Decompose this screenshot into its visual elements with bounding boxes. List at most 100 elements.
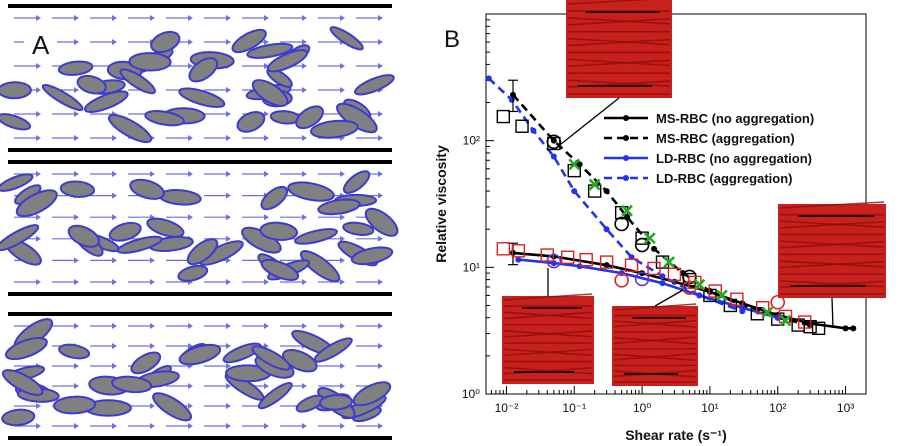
flow-arrow-head — [340, 63, 345, 69]
rbc-cells — [0, 170, 399, 283]
flow-arrow-head — [340, 279, 345, 285]
flow-arrow-head — [188, 343, 193, 349]
flow-arrow-head — [188, 214, 193, 221]
rbc-cell — [0, 173, 34, 192]
flow-arrow-head — [302, 63, 307, 69]
minor-ticks — [486, 19, 843, 394]
flow-arrow-head — [226, 192, 231, 199]
inset-texture — [567, 0, 650, 5]
flow-arrow-head — [74, 15, 79, 21]
flow-arrow-head — [112, 423, 117, 429]
inset-snapshot-2 — [502, 268, 594, 384]
square-marker — [579, 252, 593, 267]
inset-texture — [567, 79, 671, 87]
rbc-cell — [15, 189, 58, 218]
rbc-cell — [350, 246, 394, 266]
rbc-cell — [287, 181, 335, 202]
flow-arrow-head — [378, 279, 383, 285]
flow-arrow-head — [378, 363, 383, 369]
square-marker — [667, 267, 682, 282]
inset-snapshot-1 — [555, 0, 672, 149]
flow-arrow-head — [264, 15, 269, 21]
series-point — [696, 292, 703, 299]
flow-arrow-head — [36, 214, 41, 221]
panel-b-label: B — [444, 26, 461, 53]
rbc-cell — [0, 81, 32, 100]
flow-arrow-head — [378, 235, 383, 242]
rbc-cell — [76, 74, 107, 95]
flow-arrow-head — [112, 257, 117, 264]
rbc-cell — [317, 198, 361, 216]
rbc-cell — [1, 408, 36, 427]
flow-arrow-head — [226, 111, 231, 117]
flow-arrow-head — [112, 214, 117, 221]
inset-texture — [779, 260, 885, 269]
flow-arrow-head — [340, 423, 345, 429]
flow-arrow-head — [36, 15, 41, 21]
rbc-cell — [178, 87, 226, 108]
inset-texture — [567, 37, 671, 46]
flow-arrow-head — [226, 257, 231, 264]
rbc-cell — [295, 105, 324, 130]
flow-arrow-head — [150, 403, 155, 409]
flow-arrow-head — [264, 111, 269, 117]
legend-swatch-point — [623, 135, 629, 141]
series-point — [842, 325, 849, 332]
flow-arrow-head — [226, 423, 231, 429]
flow-arrow-head — [302, 383, 307, 389]
y-tick-label: 10⁰ — [462, 387, 480, 401]
x-marker — [761, 306, 774, 319]
rbc-cell — [129, 178, 165, 200]
circle-marker — [634, 271, 650, 287]
series-point — [659, 280, 666, 287]
rbc-cell — [58, 343, 91, 360]
square-marker — [496, 109, 511, 124]
flow-arrow-head — [188, 39, 193, 45]
series-point — [550, 153, 557, 160]
x-marker — [779, 314, 792, 327]
square-marker — [560, 250, 575, 265]
flow-arrow-head — [264, 323, 269, 329]
flow-arrow-head — [74, 87, 79, 93]
flow-arrow-head — [36, 63, 41, 69]
rbc-cell — [150, 30, 181, 54]
flow-arrow-head — [302, 279, 307, 285]
flow-arrow-head — [226, 235, 231, 242]
circle-marker — [614, 216, 629, 232]
flow-arrow-head — [150, 279, 155, 285]
flow-arrow-head — [226, 214, 231, 221]
rbc-cell — [152, 392, 193, 422]
flow-arrow-head — [264, 63, 269, 69]
rbc-cell — [186, 238, 219, 266]
y-tick-label: 10¹ — [463, 260, 480, 274]
inset-texture — [503, 367, 593, 375]
flow-arrow-head — [378, 111, 383, 117]
rbc-cell — [188, 57, 219, 83]
rbc-cells — [1, 318, 392, 427]
x-marker — [663, 256, 675, 269]
square-marker — [496, 242, 511, 256]
flow-arrow-head — [74, 39, 79, 45]
flow-arrow-head — [150, 257, 155, 264]
flow-arrow-head — [74, 135, 79, 141]
rbc-cell — [128, 52, 172, 72]
legend-swatch-point — [623, 115, 629, 121]
flow-arrow-head — [302, 323, 307, 329]
x-marker — [621, 204, 633, 217]
rbc-cell — [354, 74, 395, 96]
x-axis-label: Shear rate (s⁻¹) — [625, 427, 727, 443]
rbc-cell — [318, 394, 354, 411]
square-marker — [624, 258, 639, 272]
inset-texture — [503, 348, 593, 357]
rbc-cell — [231, 28, 267, 54]
flow-arrow-head — [188, 383, 193, 389]
flow-arrow-head — [302, 135, 307, 141]
rbc-cell — [0, 113, 32, 131]
x-marker — [715, 289, 728, 302]
rbc-cell — [57, 60, 94, 76]
rbc-cell — [352, 381, 392, 407]
square-marker — [599, 255, 614, 269]
series-point — [651, 245, 658, 252]
flow-arrow-head — [36, 87, 41, 93]
